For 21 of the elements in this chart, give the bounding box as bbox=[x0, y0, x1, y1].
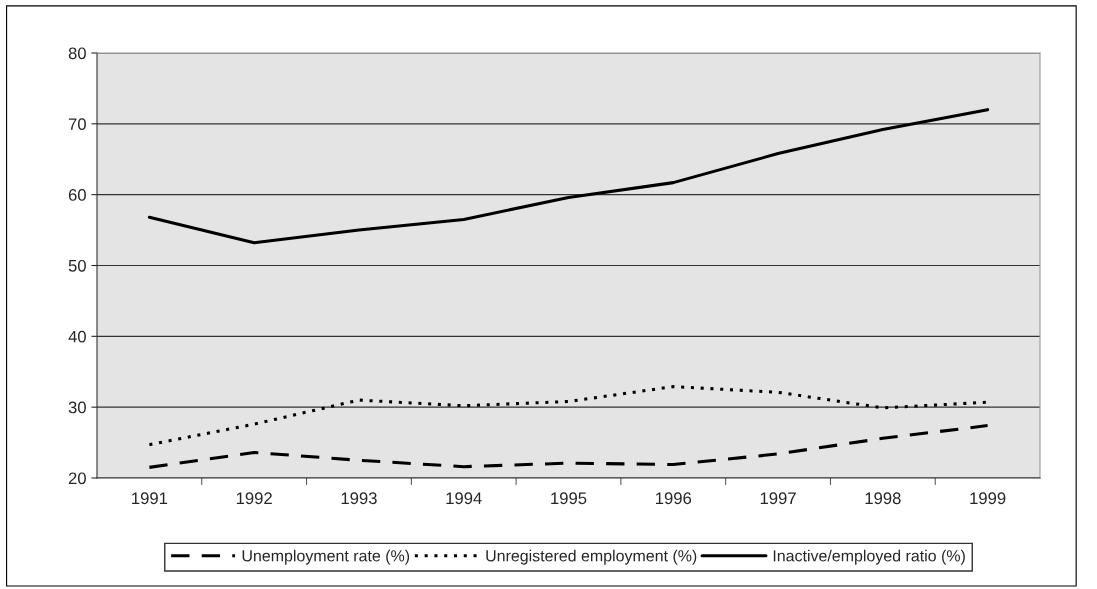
line-series bbox=[147, 424, 990, 469]
y-tick-label: 50 bbox=[68, 259, 86, 272]
y-tick-label: 30 bbox=[68, 401, 86, 414]
legend-label: Inactive/employed ratio (%) bbox=[773, 549, 965, 565]
legend-label: Unregistered employment (%) bbox=[486, 549, 697, 565]
y-tick-label: 70 bbox=[68, 118, 86, 131]
x-tick-label: 1991 bbox=[132, 492, 168, 505]
line-series bbox=[147, 108, 990, 245]
x-tick-label: 1996 bbox=[656, 492, 692, 505]
y-tick-label: 40 bbox=[68, 330, 86, 343]
x-tick-label: 1993 bbox=[341, 492, 377, 505]
x-tick-label: 1998 bbox=[865, 492, 901, 505]
x-tick-label: 1994 bbox=[446, 492, 482, 505]
x-tick-label: 1992 bbox=[236, 492, 272, 505]
y-tick-label: 80 bbox=[68, 47, 86, 60]
legend-label: Unemployment rate (%) bbox=[242, 549, 410, 565]
y-tick-label: 60 bbox=[68, 189, 86, 201]
x-tick-label: 1995 bbox=[551, 492, 587, 505]
y-tick-label: 20 bbox=[68, 472, 86, 485]
x-tick-label: 1997 bbox=[760, 492, 796, 505]
x-tick-label: 1999 bbox=[970, 492, 1006, 505]
